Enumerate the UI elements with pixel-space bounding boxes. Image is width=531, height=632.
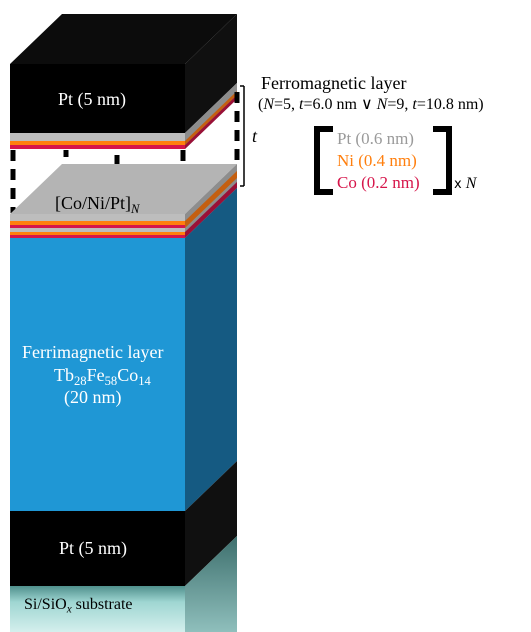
substrate-label: Si/SiOx substrate	[24, 596, 133, 616]
repeat-left-bracket	[314, 126, 333, 195]
ferri-co: Co	[117, 365, 139, 385]
repeat-right-bracket	[433, 126, 452, 195]
top-pt-front-face	[10, 64, 185, 133]
params-or-symbol: ∨	[360, 96, 373, 113]
ferri-title-label: Ferrimagnetic layer	[22, 342, 164, 362]
upper-thin-pt	[10, 133, 185, 141]
repeat-n-symbol: N	[465, 175, 477, 192]
ferri-tb-sub: 28	[74, 373, 87, 388]
params-n1-var: N	[263, 96, 274, 113]
substrate-block	[10, 536, 237, 632]
ferri-thickness-label: (20 nm)	[64, 387, 122, 407]
params-n2-var: N	[372, 96, 388, 113]
ferri-front-face	[10, 238, 185, 511]
ferrimagnetic-block	[10, 188, 237, 511]
substrate-side-face	[185, 536, 237, 632]
bottom-pt-front-face	[10, 511, 185, 586]
upper-thin-ni	[10, 141, 185, 145]
bottom-pt-label: Pt (5 nm)	[59, 538, 128, 558]
repeat-unit-brackets	[314, 126, 452, 195]
ferromagnetic-params: (N=5, t=6.0 nm ∨ N=9, t=10.8 nm)	[258, 97, 484, 113]
params-t2-var: t	[412, 96, 417, 113]
ferri-tb: Tb	[54, 365, 74, 385]
ferri-side-face	[185, 188, 237, 511]
params-n2-val: =9,	[387, 96, 413, 113]
multilayer-label-sub: N	[131, 201, 140, 216]
params-t1-var: t	[299, 96, 304, 113]
ferri-fe-sub: 58	[104, 373, 118, 388]
params-open: (	[258, 96, 264, 113]
substrate-sub: x	[66, 603, 72, 616]
ferri-formula-label: Tb28Fe58Co14	[54, 365, 151, 387]
top-pt-side-face	[185, 14, 237, 133]
top-pt-top-face	[10, 14, 237, 64]
lower-multilayer	[10, 164, 237, 238]
params-n1-val: =5,	[274, 96, 300, 113]
upper-thin-side-ni	[185, 91, 237, 145]
repeat-co-label: Co (0.2 nm)	[337, 173, 420, 192]
thickness-t-label: t	[252, 126, 258, 146]
upper-thin-co	[10, 145, 185, 149]
multilayer-label-prefix: [Co/Ni/Pt]	[55, 193, 132, 213]
repeat-times-symbol: x	[454, 177, 462, 192]
substrate-suffix: substrate	[71, 596, 133, 613]
multilayer-top-face	[10, 164, 237, 214]
ferri-fe: Fe	[86, 365, 105, 385]
multilayer-label: [Co/Ni/Pt]N	[55, 193, 139, 215]
ferromagnetic-title: Ferromagnetic layer	[261, 73, 407, 93]
repeat-pt-label: Pt (0.6 nm)	[337, 129, 414, 148]
bottom-pt-side-face	[185, 461, 237, 586]
params-t2-val: =10.8 nm)	[416, 96, 484, 113]
substrate-front-face	[10, 586, 185, 632]
repeat-ni-label: Ni (0.4 nm)	[337, 151, 417, 170]
upper-thin-side-co	[185, 95, 237, 149]
ferri-co-sub: 14	[138, 373, 151, 388]
thickness-bracket	[240, 85, 245, 187]
params-t1-val: =6.0 nm	[303, 96, 361, 113]
bottom-pt-block	[10, 461, 237, 586]
substrate-prefix: Si/SiO	[24, 596, 67, 613]
top-pt-block	[10, 14, 237, 133]
upper-thin-layers	[10, 83, 237, 149]
repeat-times-n: x N	[454, 176, 476, 192]
top-pt-label: Pt (5 nm)	[58, 89, 127, 109]
